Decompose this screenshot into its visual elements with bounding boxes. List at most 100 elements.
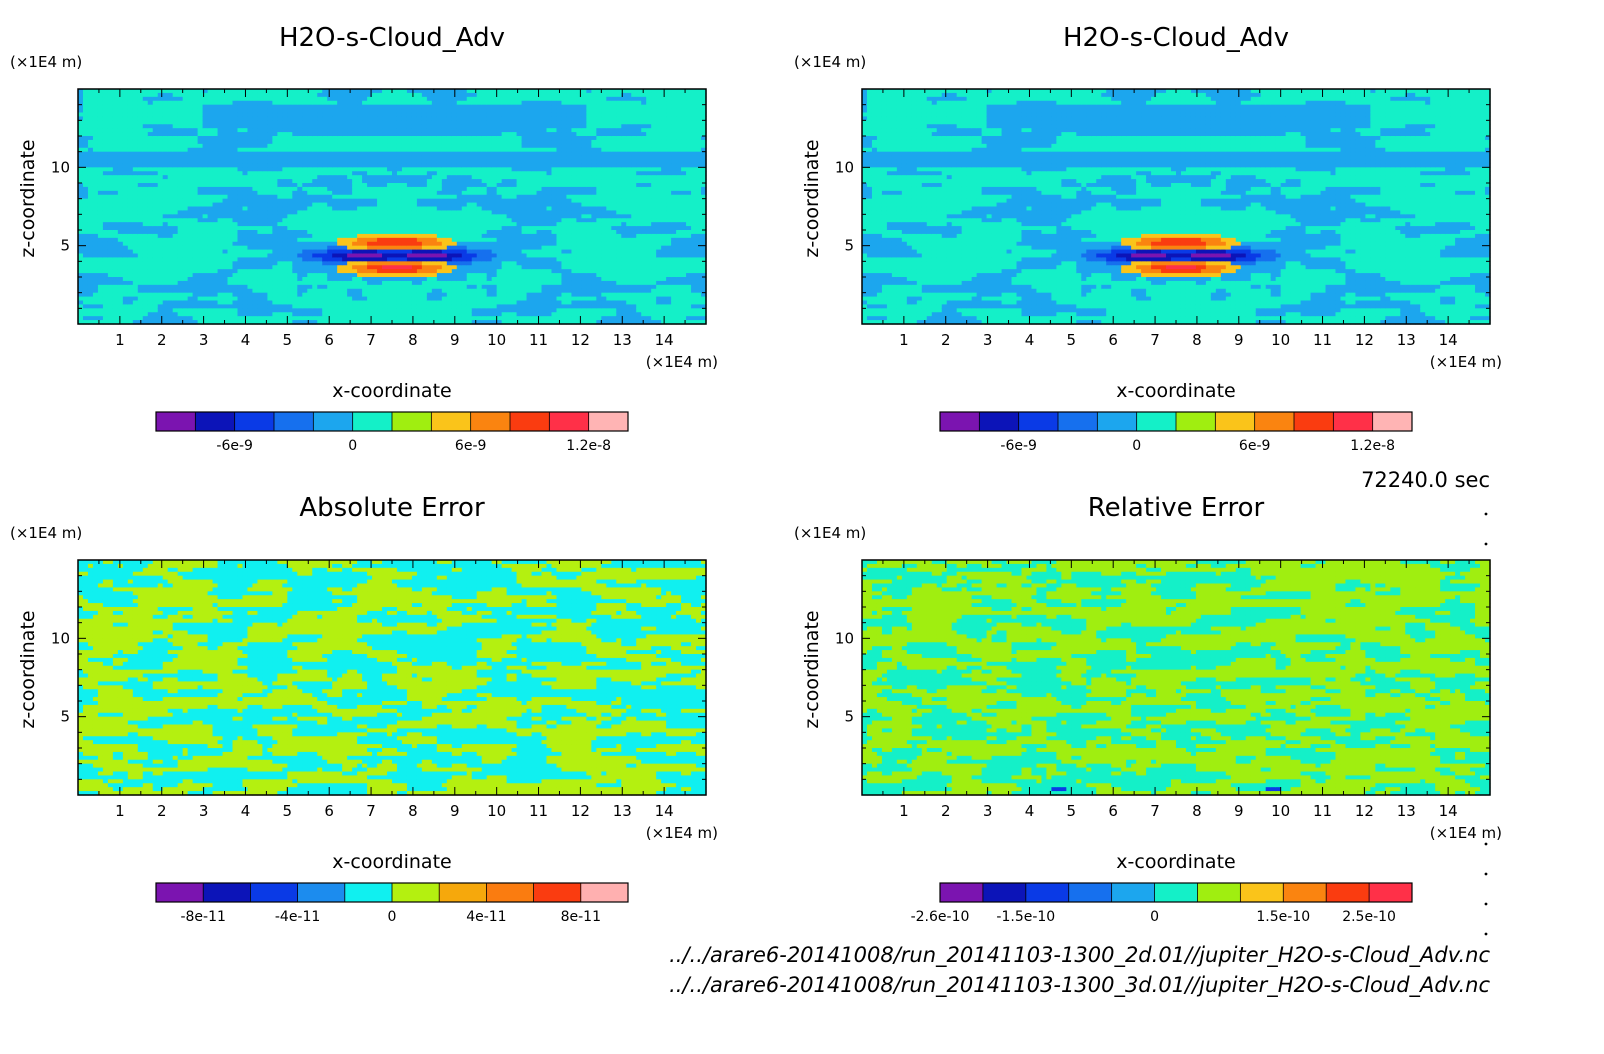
heatmap-cell	[148, 116, 154, 121]
heatmap-cell	[118, 277, 124, 282]
heatmap-cell	[113, 316, 119, 321]
heatmap-cell	[183, 105, 189, 110]
heatmap-cell	[173, 179, 179, 184]
heatmap-cell	[247, 152, 253, 157]
heatmap-cell	[233, 254, 239, 259]
heatmap-cell	[93, 199, 99, 204]
heatmap-cell	[93, 281, 99, 286]
heatmap-cell	[128, 226, 134, 231]
heatmap-cell	[143, 109, 149, 114]
heatmap-cell	[168, 179, 174, 184]
heatmap-cell	[153, 148, 159, 153]
heatmap-cell	[93, 304, 99, 309]
heatmap-cell	[223, 132, 229, 137]
heatmap-cell	[138, 144, 144, 149]
heatmap-cell	[252, 171, 258, 176]
heatmap-cell	[108, 210, 114, 215]
heatmap-cell	[213, 93, 219, 98]
heatmap-cell	[233, 136, 239, 141]
heatmap-cell	[178, 116, 184, 121]
heatmap-cell	[148, 148, 154, 153]
heatmap-cell	[153, 312, 159, 317]
heatmap-cell	[113, 207, 119, 212]
heatmap-cell	[113, 214, 119, 219]
heatmap-cell	[233, 128, 239, 133]
heatmap-cell	[103, 210, 109, 215]
heatmap-cell	[148, 199, 154, 204]
heatmap-cell	[103, 167, 109, 172]
heatmap-cell	[193, 132, 199, 137]
heatmap-cell	[98, 163, 104, 168]
heatmap-cell	[208, 163, 214, 168]
heatmap-cell	[228, 167, 234, 172]
heatmap-cell	[128, 140, 134, 145]
heatmap-cell	[233, 293, 239, 298]
heatmap-cell	[247, 179, 253, 184]
heatmap-cell	[218, 120, 224, 125]
heatmap-cell	[88, 140, 94, 145]
heatmap-cell	[173, 152, 179, 157]
heatmap-cell	[118, 132, 124, 137]
heatmap-cell	[233, 93, 239, 98]
heatmap-cell	[228, 269, 234, 274]
heatmap-cell	[228, 128, 234, 133]
heatmap-cell	[208, 218, 214, 223]
heatmap-cell	[118, 191, 124, 196]
heatmap-cell	[98, 289, 104, 294]
heatmap-cell	[188, 316, 194, 321]
heatmap-cell	[163, 93, 169, 98]
heatmap-cell	[133, 246, 139, 251]
heatmap-cell	[98, 242, 104, 247]
heatmap-cell	[123, 93, 129, 98]
heatmap-cell	[118, 301, 124, 306]
heatmap-cell	[193, 183, 199, 188]
heatmap-cell	[208, 113, 214, 118]
heatmap-cell	[208, 97, 214, 102]
heatmap-cell	[153, 195, 159, 200]
heatmap-cell	[118, 113, 124, 118]
heatmap-cell	[193, 304, 199, 309]
heatmap-cell	[218, 167, 224, 172]
heatmap-cell	[108, 285, 114, 290]
heatmap-cell	[123, 175, 129, 180]
heatmap-cell	[138, 304, 144, 309]
heatmap-cell	[228, 254, 234, 259]
heatmap-cell	[138, 167, 144, 172]
heatmap-cell	[252, 120, 258, 125]
heatmap-cell	[178, 148, 184, 153]
heatmap-cell	[118, 254, 124, 259]
heatmap-cell	[163, 265, 169, 270]
heatmap-cell	[233, 261, 239, 266]
heatmap-cell	[233, 265, 239, 270]
heatmap-cell	[188, 273, 194, 278]
heatmap-cell	[103, 242, 109, 247]
heatmap-cell	[78, 156, 84, 161]
heatmap-cell	[153, 132, 159, 137]
heatmap-cell	[242, 183, 248, 188]
heatmap-cell	[93, 156, 99, 161]
heatmap-cell	[173, 210, 179, 215]
heatmap-cell	[218, 316, 224, 321]
heatmap-cell	[93, 308, 99, 313]
heatmap-cell	[113, 93, 119, 98]
heatmap-cell	[183, 273, 189, 278]
heatmap-cell	[168, 230, 174, 235]
heatmap-cell	[98, 214, 104, 219]
heatmap-cell	[128, 175, 134, 180]
heatmap-cell	[213, 116, 219, 121]
heatmap-cell	[247, 120, 253, 125]
heatmap-cell	[78, 246, 84, 251]
heatmap-cell	[143, 254, 149, 259]
heatmap-cell	[113, 109, 119, 114]
heatmap-cell	[98, 210, 104, 215]
heatmap-cell	[78, 269, 84, 274]
heatmap-cell	[83, 191, 89, 196]
heatmap-cell	[113, 199, 119, 204]
heatmap-cell	[78, 160, 84, 165]
heatmap-cell	[123, 144, 129, 149]
heatmap-cell	[153, 97, 159, 102]
heatmap-cell	[223, 199, 229, 204]
heatmap-cell	[237, 273, 243, 278]
heatmap-cell	[98, 156, 104, 161]
heatmap-cell	[198, 183, 204, 188]
